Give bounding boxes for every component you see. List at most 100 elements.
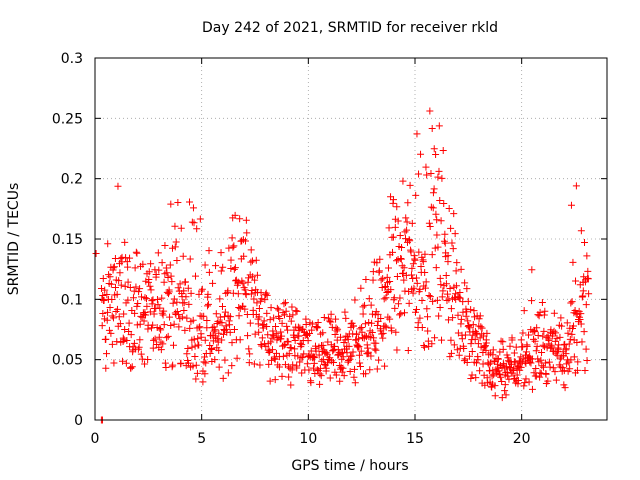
data-point bbox=[355, 335, 363, 343]
data-point bbox=[200, 358, 208, 366]
data-point bbox=[496, 370, 504, 378]
data-point bbox=[400, 264, 408, 272]
data-point bbox=[435, 312, 443, 320]
data-point bbox=[424, 313, 432, 321]
data-point bbox=[236, 215, 244, 223]
data-point bbox=[423, 171, 431, 179]
data-point bbox=[127, 331, 135, 339]
data-point bbox=[166, 261, 174, 269]
data-point bbox=[418, 296, 426, 304]
data-point bbox=[479, 360, 487, 368]
data-point bbox=[576, 315, 584, 323]
data-point bbox=[218, 319, 226, 327]
data-point bbox=[168, 278, 176, 286]
data-point bbox=[412, 191, 420, 199]
data-point bbox=[322, 364, 330, 372]
data-point bbox=[230, 242, 238, 250]
data-point bbox=[551, 368, 559, 376]
data-point bbox=[457, 265, 465, 273]
data-point bbox=[438, 174, 446, 182]
data-point bbox=[99, 309, 107, 317]
data-point bbox=[313, 324, 321, 332]
data-point bbox=[387, 193, 395, 201]
data-point bbox=[103, 291, 111, 299]
data-point bbox=[169, 341, 177, 349]
data-point bbox=[310, 364, 318, 372]
data-point bbox=[351, 365, 359, 373]
data-point bbox=[431, 334, 439, 342]
data-point bbox=[351, 379, 359, 387]
data-point bbox=[140, 317, 148, 325]
data-point bbox=[357, 347, 365, 355]
data-point bbox=[260, 317, 268, 325]
data-point bbox=[483, 329, 491, 337]
data-point bbox=[365, 318, 373, 326]
data-point bbox=[396, 294, 404, 302]
data-point bbox=[293, 307, 301, 315]
data-point bbox=[245, 345, 253, 353]
data-point bbox=[123, 336, 131, 344]
data-point bbox=[428, 340, 436, 348]
data-point bbox=[383, 288, 391, 296]
data-point bbox=[400, 276, 408, 284]
data-point bbox=[124, 278, 132, 286]
data-point bbox=[457, 315, 465, 323]
data-point bbox=[263, 309, 271, 317]
data-point bbox=[401, 309, 409, 317]
data-point bbox=[284, 326, 292, 334]
data-point bbox=[327, 318, 335, 326]
data-point bbox=[476, 367, 484, 375]
data-point bbox=[186, 324, 194, 332]
data-point bbox=[184, 359, 192, 367]
data-point bbox=[536, 369, 544, 377]
data-point bbox=[531, 337, 539, 345]
data-point bbox=[525, 354, 533, 362]
data-point bbox=[215, 329, 223, 337]
data-point bbox=[498, 394, 506, 402]
data-point bbox=[349, 322, 357, 330]
data-point bbox=[231, 264, 239, 272]
data-point bbox=[467, 375, 475, 383]
data-point bbox=[189, 316, 197, 324]
data-point bbox=[574, 358, 582, 366]
data-point bbox=[410, 284, 418, 292]
data-point bbox=[197, 333, 205, 341]
data-point bbox=[305, 366, 313, 374]
y-tick-label: 0.3 bbox=[61, 51, 83, 67]
data-point bbox=[345, 357, 353, 365]
data-point bbox=[258, 295, 266, 303]
data-point bbox=[402, 235, 409, 243]
data-point bbox=[379, 329, 387, 337]
data-point bbox=[196, 323, 204, 331]
x-tick-label: 15 bbox=[406, 431, 424, 447]
data-point bbox=[192, 361, 200, 369]
data-point bbox=[522, 348, 530, 356]
data-point bbox=[158, 259, 166, 267]
data-point bbox=[170, 320, 178, 328]
data-point bbox=[463, 308, 471, 316]
data-point bbox=[404, 347, 412, 355]
data-point bbox=[286, 312, 294, 320]
data-point bbox=[394, 217, 402, 225]
data-point bbox=[517, 363, 525, 371]
data-point bbox=[532, 364, 540, 372]
data-point bbox=[573, 366, 581, 374]
data-point bbox=[246, 350, 254, 358]
data-point bbox=[345, 342, 353, 350]
data-point bbox=[312, 347, 320, 355]
data-point bbox=[474, 356, 482, 364]
data-point bbox=[430, 145, 438, 153]
data-point bbox=[307, 379, 315, 387]
data-point bbox=[533, 342, 541, 350]
data-point bbox=[467, 340, 475, 348]
data-point bbox=[432, 264, 440, 272]
data-point bbox=[538, 299, 546, 307]
data-point bbox=[454, 329, 462, 337]
data-point bbox=[473, 359, 481, 367]
data-point bbox=[102, 364, 110, 372]
data-point bbox=[381, 362, 389, 370]
data-point bbox=[477, 343, 485, 351]
data-point bbox=[161, 359, 169, 367]
x-tick-label: 0 bbox=[91, 431, 100, 447]
data-point bbox=[313, 366, 321, 374]
